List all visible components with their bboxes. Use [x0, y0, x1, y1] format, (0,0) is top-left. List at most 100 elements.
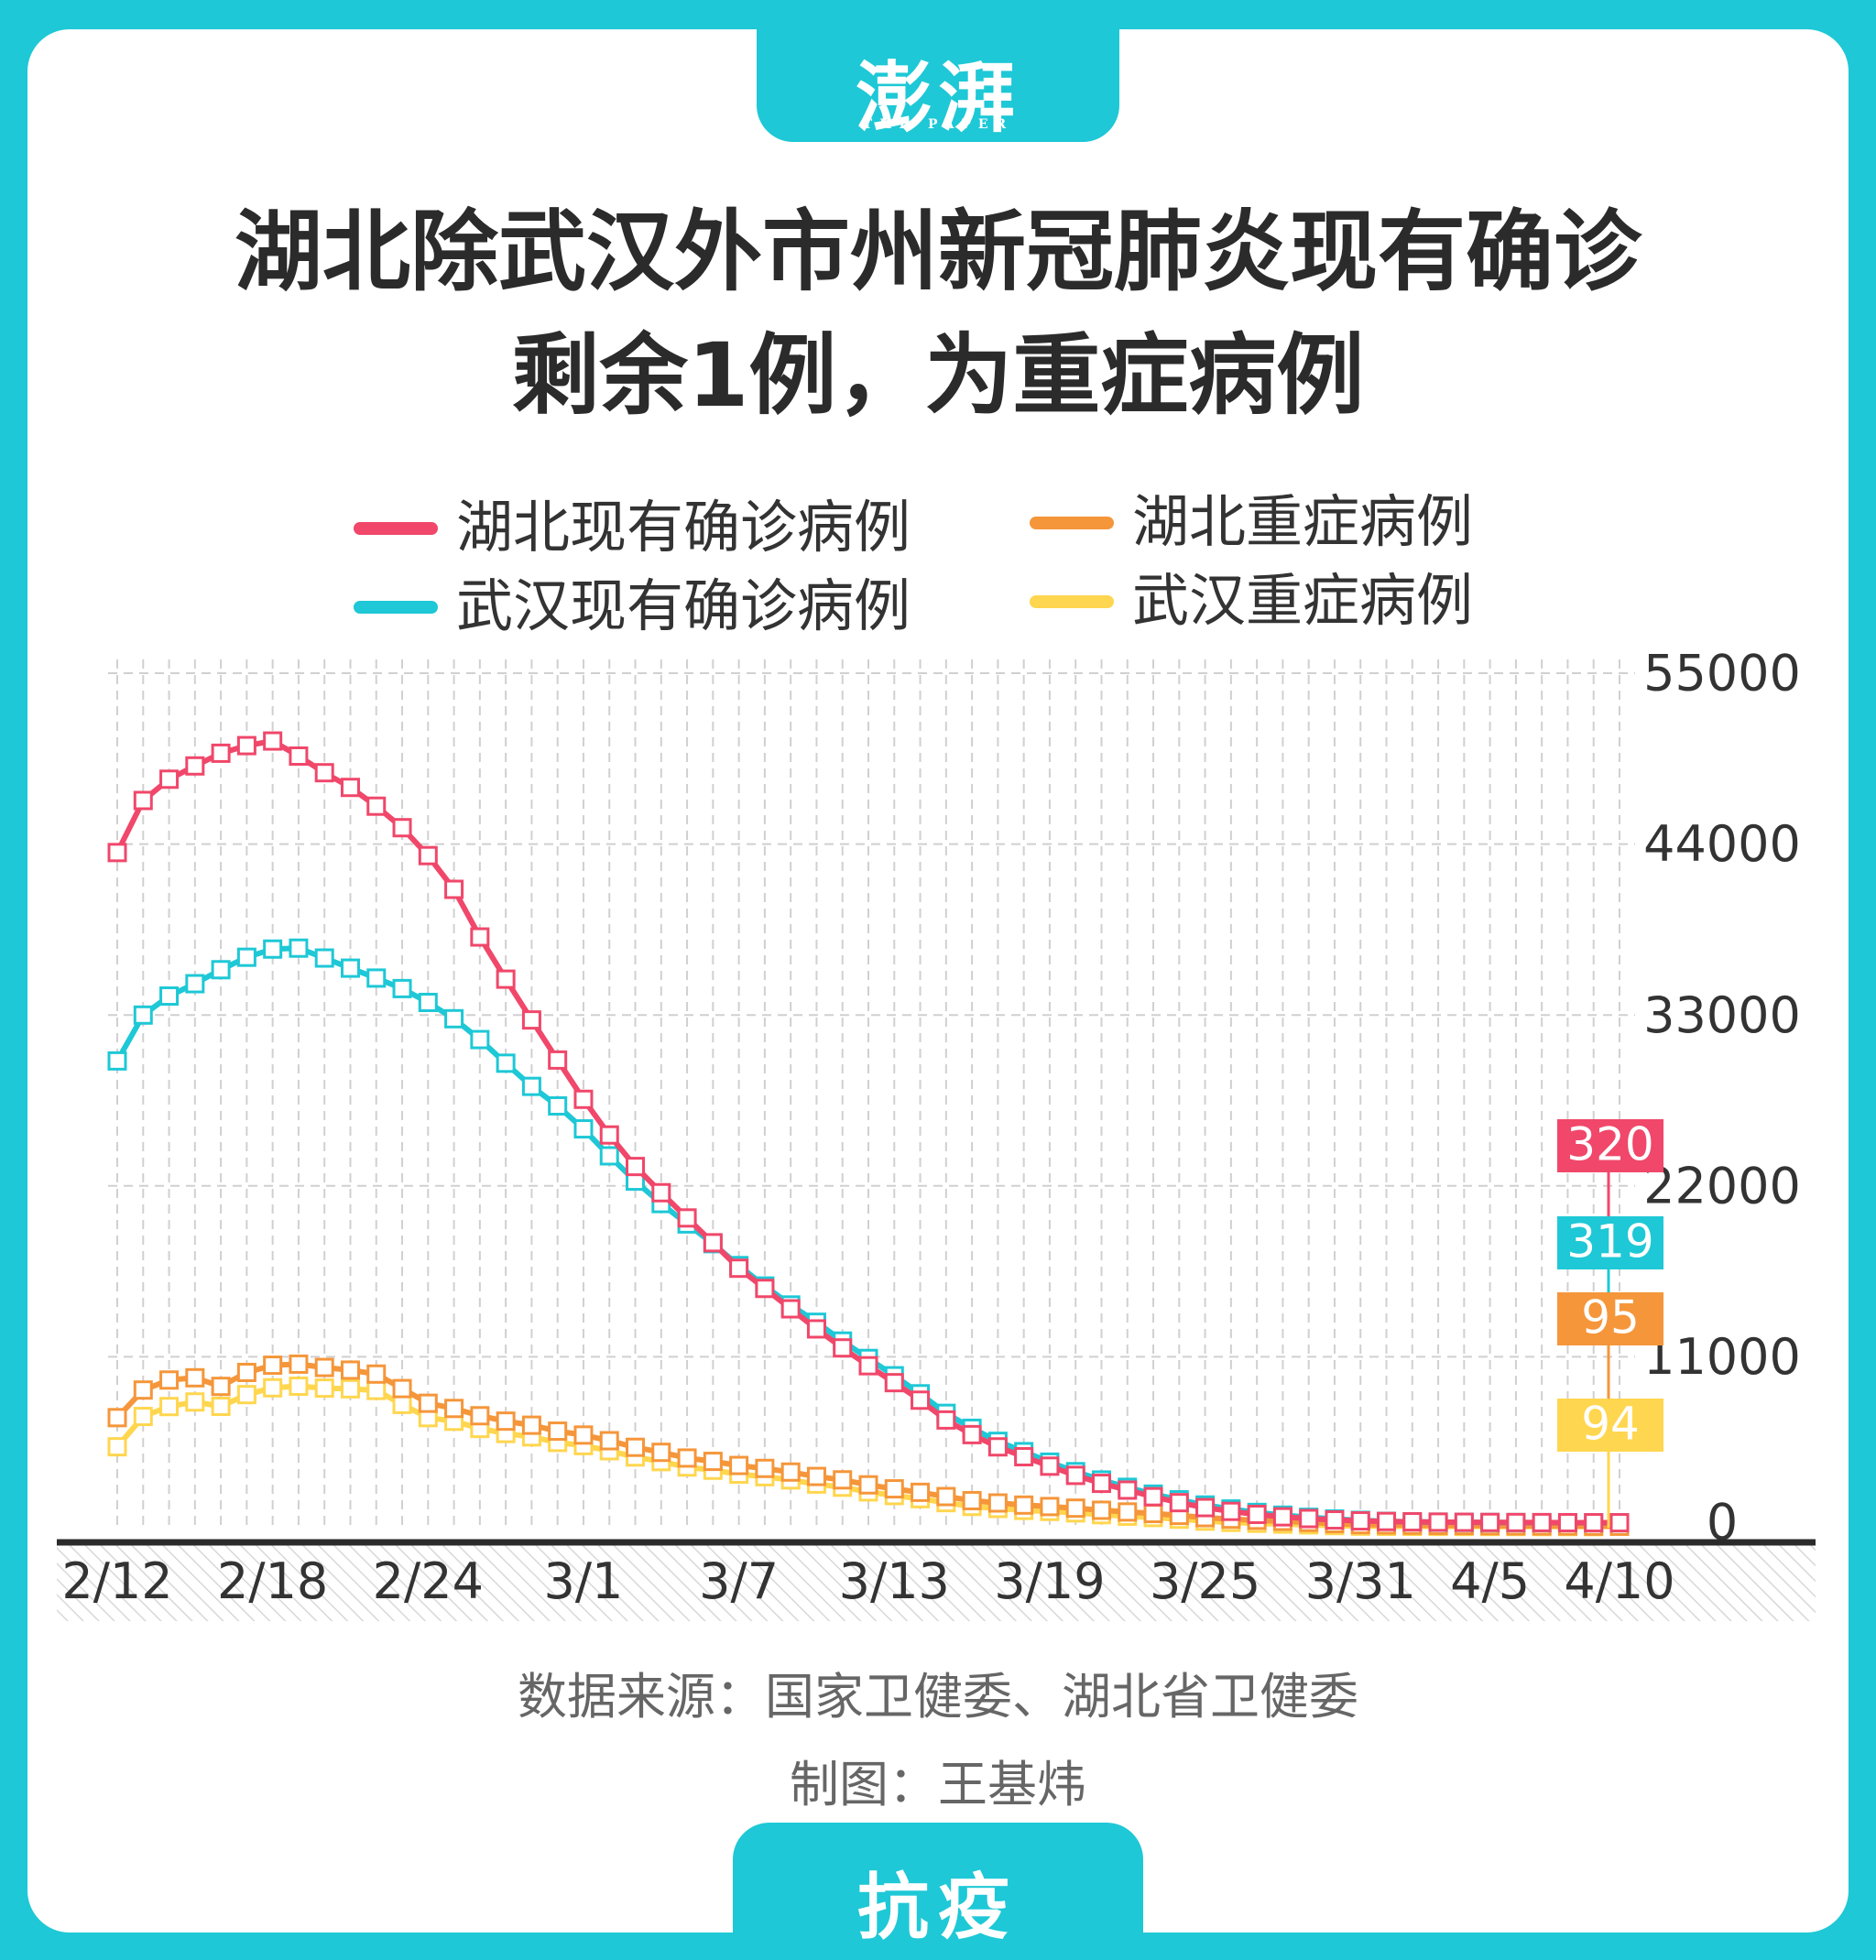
x-tick-label: 3/7 [699, 1552, 779, 1610]
data-point-marker [185, 1367, 205, 1388]
end-label-box [1557, 1399, 1663, 1452]
title-line-2: 剩余1例，为重症病例 [511, 324, 1365, 427]
data-point-marker [314, 763, 334, 783]
data-point-marker [703, 1233, 723, 1253]
data-point-marker [366, 968, 387, 988]
data-point-marker [263, 1377, 283, 1398]
x-tick-label: 3/13 [839, 1552, 950, 1610]
legend-swatch-icon [1030, 595, 1114, 608]
data-point-marker [133, 1380, 153, 1400]
x-tick-label: 3/25 [1150, 1552, 1260, 1610]
data-point-marker [1584, 1513, 1604, 1533]
data-point-marker [911, 1390, 931, 1410]
data-point-marker [651, 1182, 671, 1203]
data-point-marker [107, 1408, 127, 1428]
data-point-marker [496, 969, 516, 989]
data-point-marker [211, 1377, 231, 1397]
data-point-marker [626, 1157, 646, 1177]
y-tick-label: 33000 [1643, 986, 1801, 1044]
data-point-marker [1506, 1512, 1526, 1532]
data-point-marker [392, 1394, 412, 1414]
data-point-marker [1221, 1501, 1241, 1521]
data-point-marker [936, 1486, 956, 1507]
data-point-marker [418, 992, 438, 1012]
data-point-marker [236, 1385, 256, 1405]
end-label-box [1557, 1292, 1663, 1345]
data-point-marker [340, 1360, 360, 1380]
x-tick-label: 2/12 [61, 1552, 172, 1610]
data-point-marker [340, 958, 360, 978]
data-point-marker [1609, 1513, 1630, 1533]
data-point-marker [1143, 1504, 1163, 1524]
data-point-marker [833, 1470, 853, 1490]
data-point-marker [496, 1053, 516, 1073]
data-point-marker [470, 1029, 490, 1050]
data-point-marker [185, 756, 205, 776]
data-point-marker [833, 1338, 853, 1358]
legend-label: 湖北重症病例 [1132, 488, 1474, 555]
data-point-marker [496, 1411, 516, 1432]
data-point-marker [263, 731, 283, 751]
data-point-marker [1169, 1493, 1189, 1513]
data-point-marker [418, 1393, 438, 1413]
data-point-marker [289, 746, 309, 767]
logo-subtext: THE PAPER [862, 117, 1014, 132]
data-point-marker [107, 1437, 127, 1457]
data-point-marker [159, 1370, 180, 1390]
x-tick-label: 3/19 [994, 1552, 1105, 1610]
data-point-marker [806, 1466, 826, 1486]
chart-credit: 制图：王基炜 [790, 1756, 1086, 1813]
data-point-marker [444, 1008, 464, 1029]
x-tick-label: 4/10 [1564, 1552, 1674, 1610]
data-point-marker [962, 1490, 982, 1510]
data-point-marker [185, 1392, 205, 1412]
data-point-marker [211, 743, 231, 763]
logo-tab [757, 0, 1119, 142]
data-point-marker [806, 1319, 826, 1339]
data-point-marker [392, 1378, 412, 1399]
data-point-marker [911, 1482, 931, 1502]
data-point-marker [444, 1399, 464, 1419]
legend-swatch-icon [1030, 517, 1114, 529]
data-point-marker [1195, 1497, 1216, 1518]
data-point-marker [470, 927, 490, 947]
data-point-marker [289, 938, 309, 958]
data-point-marker [340, 1378, 360, 1399]
data-point-marker [703, 1452, 723, 1472]
y-tick-label: 22000 [1643, 1157, 1801, 1214]
data-point-marker [1402, 1512, 1423, 1532]
data-point-marker [548, 1050, 568, 1070]
data-point-marker [548, 1421, 568, 1442]
data-point-marker [521, 1010, 541, 1030]
data-point-marker [677, 1208, 697, 1228]
data-point-marker [729, 1258, 749, 1279]
data-point-marker [755, 1458, 775, 1478]
legend-swatch-icon [354, 601, 438, 614]
data-point-marker [366, 796, 387, 816]
data-point-marker [1091, 1500, 1111, 1520]
data-point-marker [626, 1437, 646, 1457]
legend-label: 武汉重症病例 [1132, 567, 1474, 634]
data-point-marker [133, 1407, 153, 1427]
end-label: 319 [1566, 1215, 1653, 1269]
white-panel [27, 29, 1849, 1933]
data-point-marker [314, 1357, 334, 1377]
data-point-marker [573, 1119, 594, 1139]
x-tick-label: 2/24 [373, 1552, 484, 1610]
bottom-tab-label: 抗疫 [856, 1867, 1019, 1949]
data-point-marker [1325, 1510, 1345, 1530]
data-point-marker [987, 1437, 1008, 1457]
data-point-marker [1480, 1512, 1500, 1532]
x-tick-label: 3/31 [1305, 1552, 1416, 1610]
data-point-marker [599, 1146, 619, 1166]
end-label: 320 [1566, 1118, 1653, 1171]
data-point-marker [755, 1279, 775, 1299]
data-point-marker [858, 1356, 878, 1376]
data-point-marker [1532, 1512, 1552, 1532]
data-point-marker [1350, 1511, 1370, 1531]
data-point-marker [521, 1415, 541, 1435]
data-point-marker [677, 1448, 697, 1468]
data-source: 数据来源：国家卫健委、湖北省卫健委 [518, 1668, 1358, 1726]
data-point-marker [521, 1076, 541, 1096]
